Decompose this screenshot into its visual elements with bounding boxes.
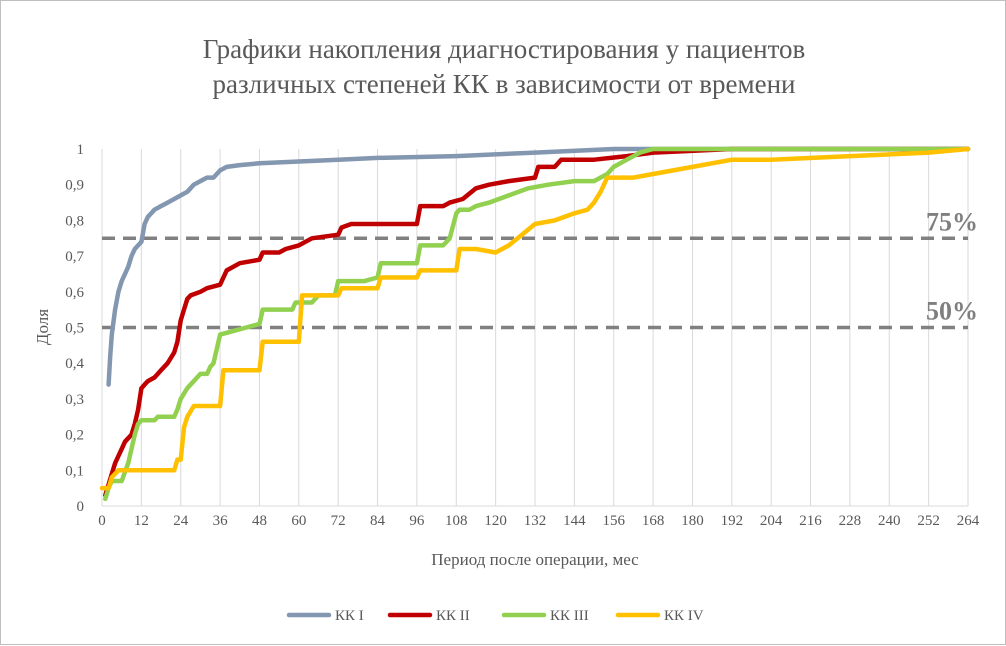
x-tick-label: 108 — [445, 513, 468, 529]
legend: КК I КК II КК III КК IV — [286, 608, 704, 624]
x-tick-label: 192 — [721, 513, 744, 529]
series-line — [103, 146, 971, 498]
series-line — [106, 146, 971, 387]
axes: 0 12 24 36 48 60 72 84 96 108 120 132 144 156 168 180 19… — [65, 142, 980, 529]
y-tick-label: 0,4 — [65, 356, 84, 372]
x-tick-label: 216 — [799, 513, 822, 529]
x-tick-label: 0 — [98, 513, 106, 529]
x-tick-label: 132 — [524, 513, 547, 529]
legend-label: КК I — [335, 608, 364, 624]
y-axis-label: Доля — [33, 309, 52, 345]
x-tick-label: 36 — [213, 513, 229, 529]
x-tick-label: 204 — [760, 513, 783, 529]
series-line — [99, 146, 971, 491]
series-line — [103, 146, 971, 502]
reference-lines: 75% 50% — [102, 207, 978, 330]
legend-label: КК III — [550, 608, 589, 624]
reference-line-label: 75% — [926, 207, 978, 236]
y-tick-label: 0,1 — [65, 463, 84, 479]
x-tick-label: 168 — [642, 513, 665, 529]
x-tick-label: 264 — [957, 513, 980, 529]
x-tick-label: 12 — [134, 513, 149, 529]
x-tick-label: 60 — [291, 513, 306, 529]
y-tick-label: 0 — [77, 499, 85, 515]
x-tick-label: 240 — [878, 513, 901, 529]
x-tick-label: 252 — [917, 513, 940, 529]
chart-title-line-1: Графики накопления диагностирования у па… — [203, 34, 806, 64]
x-tick-label: 180 — [681, 513, 704, 529]
x-tick-label: 96 — [409, 513, 425, 529]
y-tick-label: 0,6 — [65, 285, 84, 301]
x-tick-label: 156 — [602, 513, 625, 529]
y-tick-label: 0,2 — [65, 428, 84, 444]
y-tick-label: 0,8 — [65, 213, 84, 229]
x-tick-label: 48 — [252, 513, 267, 529]
x-tick-label: 72 — [331, 513, 346, 529]
legend-label: КК IV — [664, 608, 704, 624]
y-tick-label: 0,5 — [65, 321, 84, 337]
y-tick-label: 0,7 — [65, 249, 84, 265]
y-tick-label: 0,3 — [65, 392, 84, 408]
x-tick-label: 120 — [484, 513, 507, 529]
x-tick-label: 24 — [173, 513, 189, 529]
y-tick-label: 0,9 — [65, 178, 84, 194]
y-tick-label: 1 — [77, 142, 85, 158]
x-tick-label: 84 — [370, 513, 386, 529]
reference-line-label: 50% — [926, 297, 978, 326]
x-tick-label: 228 — [839, 513, 862, 529]
x-axis-label: Период после операции, мес — [431, 550, 639, 569]
legend-label: КК II — [436, 608, 470, 624]
x-tick-label: 144 — [563, 513, 586, 529]
chart-title-line-2: различных степеней КК в зависимости от в… — [212, 69, 795, 99]
plot-series — [99, 146, 971, 502]
